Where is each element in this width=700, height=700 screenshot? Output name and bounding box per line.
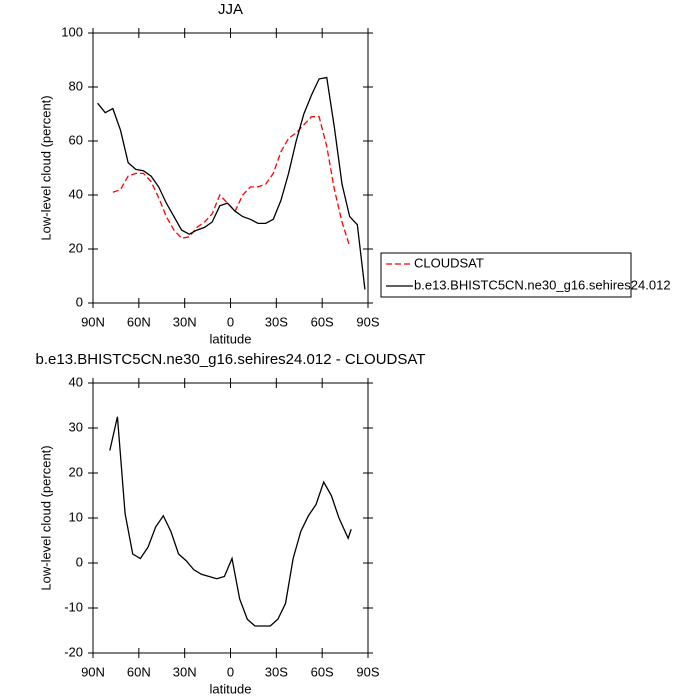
x-tick-label: 0	[227, 664, 234, 679]
data-line	[109, 416, 352, 627]
x-tick-label: 60N	[127, 664, 151, 679]
y-tick-label: 20	[69, 240, 83, 255]
x-tick-label: 30S	[265, 664, 288, 679]
x-tick-label: 30N	[173, 314, 197, 329]
x-tick-label: 60S	[311, 664, 334, 679]
x-tick-label: 60N	[127, 314, 151, 329]
plot-frame	[92, 382, 369, 654]
x-tick-label: 90S	[356, 664, 379, 679]
chart-title: JJA	[218, 1, 243, 18]
x-axis-label: latitude	[210, 681, 252, 696]
legend-label: b.e13.BHISTC5CN.ne30_g16.sehires24.012	[414, 277, 671, 292]
x-axis-label: latitude	[210, 331, 252, 346]
y-tick-label: 60	[69, 132, 83, 147]
data-line	[112, 116, 351, 247]
x-tick-label: 30S	[265, 314, 288, 329]
x-tick-label: 90N	[81, 314, 105, 329]
y-tick-label: 80	[69, 78, 83, 93]
x-tick-label: 60S	[311, 314, 334, 329]
y-tick-label: 10	[69, 509, 83, 524]
y-tick-label: 0	[76, 294, 83, 309]
y-tick-label: 20	[69, 464, 83, 479]
x-tick-label: 30N	[173, 664, 197, 679]
y-tick-label: 40	[69, 186, 83, 201]
x-tick-label: 0	[227, 314, 234, 329]
y-tick-label: 0	[76, 554, 83, 569]
y-axis-label: Low-level cloud (percent)	[38, 445, 53, 590]
y-tick-label: -10	[64, 599, 83, 614]
y-tick-label: -20	[64, 644, 83, 659]
legend-box	[380, 252, 632, 298]
y-tick-label: 100	[61, 24, 83, 39]
x-tick-label: 90N	[81, 664, 105, 679]
y-axis-label: Low-level cloud (percent)	[38, 95, 53, 240]
x-tick-label: 90S	[356, 314, 379, 329]
y-tick-label: 40	[69, 374, 83, 389]
data-line	[97, 76, 366, 290]
legend-label: CLOUDSAT	[414, 255, 484, 270]
chart-title: b.e13.BHISTC5CN.ne30_g16.sehires24.012 -…	[36, 351, 426, 368]
y-tick-label: 30	[69, 419, 83, 434]
